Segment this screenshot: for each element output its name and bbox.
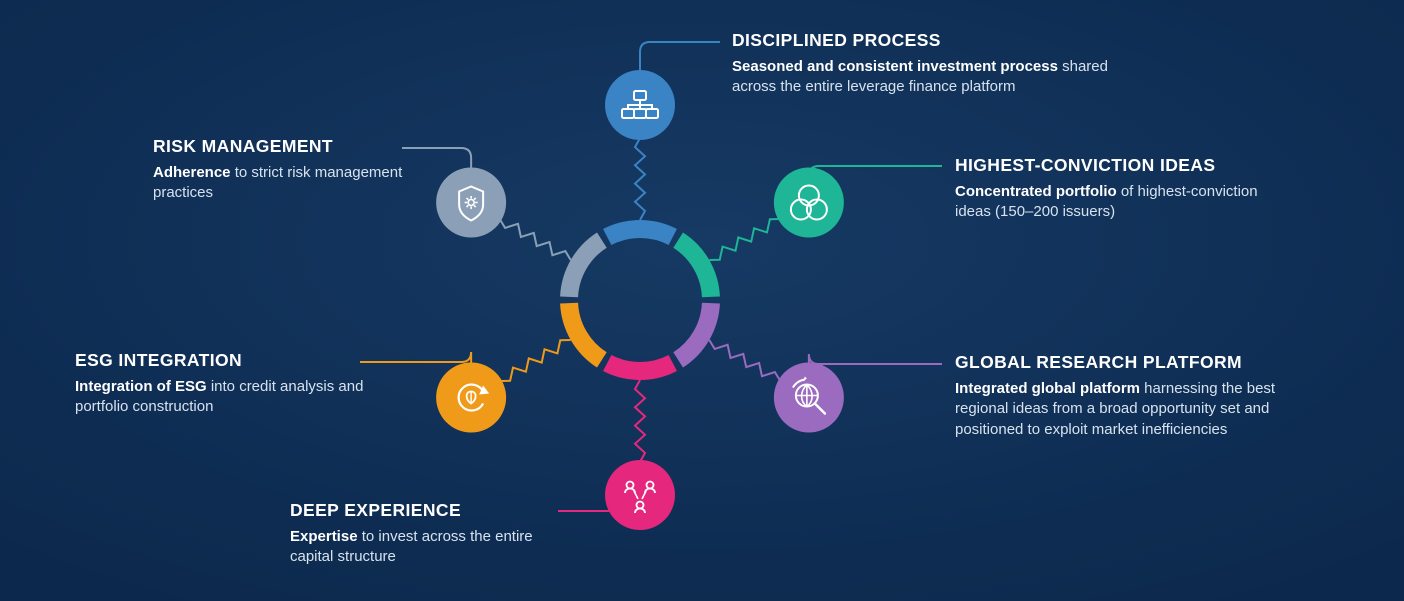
pillar-title: RISK MANAGEMENT — [153, 136, 403, 157]
infographic-canvas: { "layout": { "width": 1404, "height": 6… — [0, 0, 1404, 601]
ring-segment-global-research — [673, 303, 720, 368]
pillar-body: Adherence to strict risk management prac… — [153, 163, 403, 204]
leader-disciplined-process — [640, 42, 720, 70]
pillar-text-highest-conviction: HIGHEST-CONVICTION IDEAS Concentrated por… — [955, 155, 1265, 223]
ring-segment-highest-conviction — [673, 233, 720, 298]
squiggle-highest-conviction — [709, 219, 780, 260]
node-disciplined-process — [605, 70, 675, 140]
pillar-title: HIGHEST-CONVICTION IDEAS — [955, 155, 1265, 176]
pillar-title: ESG INTEGRATION — [75, 350, 375, 371]
pillar-body: Expertise to invest across the entire ca… — [290, 527, 570, 568]
leader-risk-management — [402, 148, 471, 168]
squiggle-esg-integration — [500, 340, 571, 381]
pillar-title: GLOBAL RESEARCH PLATFORM — [955, 352, 1295, 373]
node-global-research — [774, 363, 844, 433]
node-deep-experience — [605, 460, 675, 530]
pillar-title: DISCIPLINED PROCESS — [732, 30, 1112, 51]
center-ring — [560, 220, 720, 380]
node-risk-management — [436, 168, 506, 238]
node-esg-integration — [436, 363, 506, 433]
squiggle-disciplined-process — [635, 138, 645, 220]
pillar-title: DEEP EXPERIENCE — [290, 500, 570, 521]
pillar-text-risk-management: RISK MANAGEMENT Adherence to strict risk … — [153, 136, 403, 204]
pillar-text-global-research: GLOBAL RESEARCH PLATFORM Integrated globa… — [955, 352, 1295, 440]
pillar-body: Seasoned and consistent investment proce… — [732, 57, 1112, 98]
node-group — [436, 70, 844, 530]
squiggle-risk-management — [500, 219, 571, 260]
squiggle-deep-experience — [635, 380, 645, 462]
pillar-text-disciplined-process: DISCIPLINED PROCESS Seasoned and consiste… — [732, 30, 1112, 98]
pillar-body: Integration of ESG into credit analysis … — [75, 377, 375, 418]
ring-segment-esg-integration — [560, 303, 607, 368]
ring-segment-disciplined-process — [603, 220, 677, 245]
diagram-svg — [0, 0, 1404, 601]
node-highest-conviction — [774, 168, 844, 238]
ring-segment-deep-experience — [603, 355, 677, 380]
pillar-body: Integrated global platform harnessing th… — [955, 379, 1295, 440]
pillar-text-deep-experience: DEEP EXPERIENCE Expertise to invest acros… — [290, 500, 570, 568]
pillar-text-esg-integration: ESG INTEGRATION Integration of ESG into c… — [75, 350, 375, 418]
squiggle-global-research — [709, 340, 780, 381]
pillar-body: Concentrated portfolio of highest-convic… — [955, 182, 1265, 223]
ring-segment-risk-management — [560, 233, 607, 298]
